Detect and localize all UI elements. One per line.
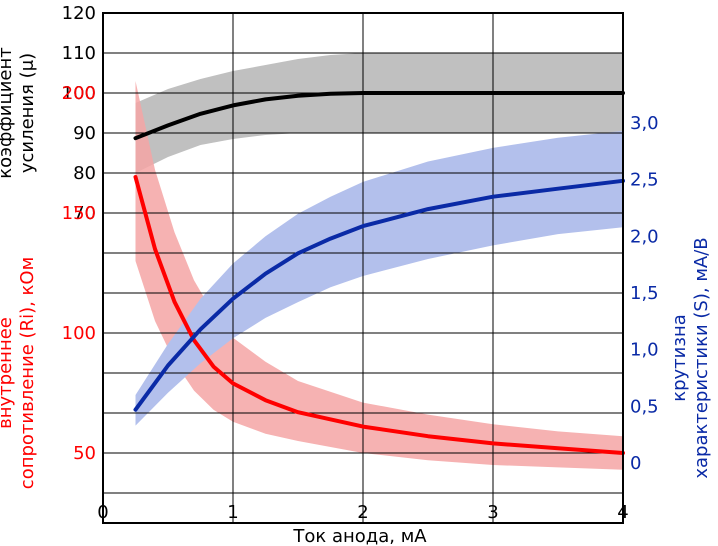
- ri-axis-label-line: внутреннее: [0, 317, 16, 429]
- mu-band: [135, 53, 623, 173]
- ri-tick-label: 50: [73, 443, 96, 464]
- mu-axis-label-line: усиления (μ): [17, 53, 38, 173]
- ri-tick-label: 100: [62, 323, 96, 344]
- ri-tick-label: 150: [62, 203, 96, 224]
- mu-tick-label: 80: [73, 163, 96, 184]
- x-tick-label: 3: [487, 502, 498, 523]
- series-curves: [133, 91, 625, 455]
- mu-axis-label-line: коэффициент: [0, 47, 16, 179]
- s-tick-label: 2,0: [630, 226, 659, 247]
- mu-tick-label: 70: [73, 203, 96, 224]
- s-tick-label: 2,5: [630, 170, 659, 191]
- s-axis-label-line: характеристики (S), мА/В: [691, 237, 712, 478]
- x-tick-label: 4: [617, 502, 628, 523]
- s-tick-label: 0: [630, 453, 641, 474]
- s-band: [135, 130, 623, 426]
- plot-frame: [102, 12, 624, 524]
- mu-tick-label: 100: [62, 83, 96, 104]
- x-tick-label: 1: [227, 502, 238, 523]
- x-tick-label: 2: [357, 502, 368, 523]
- x-tick-labels: 0 1 2 3 4: [97, 502, 628, 523]
- mu-tick-label: 110: [62, 43, 96, 64]
- ri-tick-labels: 50 100 150 200: [62, 83, 96, 464]
- ri-axis-label-line: сопротивление (Ri), кОм: [17, 257, 38, 489]
- s-curve: [133, 178, 625, 412]
- s-tick-label: 0,5: [630, 396, 659, 417]
- ri-axis-label: внутреннее сопротивление (Ri), кОм: [0, 257, 38, 489]
- mu-tick-label: 90: [73, 123, 96, 144]
- mu-tick-label: 120: [62, 3, 96, 24]
- s-tick-label: 3,0: [630, 113, 659, 134]
- mu-tick-labels: 70 80 90 100 110 120: [62, 3, 96, 224]
- x-tick-label: 0: [97, 502, 108, 523]
- mu-axis-label: коэффициент усиления (μ): [0, 47, 38, 179]
- s-axis-label-line: крутизна: [669, 314, 690, 402]
- s-tick-label: 1,5: [630, 283, 659, 304]
- s-axis-label: крутизна характеристики (S), мА/В: [669, 237, 712, 478]
- mu-curve: [133, 91, 625, 141]
- ri-curve: [133, 175, 625, 455]
- ri-tick-label: 200: [62, 83, 96, 104]
- s-tick-label: 1,0: [630, 340, 659, 361]
- s-tick-labels: 0 0,5 1,0 1,5 2,0 2,5 3,0: [630, 113, 659, 474]
- confidence-bands: [135, 53, 623, 470]
- x-axis-label: Ток анода, мА: [292, 526, 427, 546]
- grid-lines: [103, 13, 623, 523]
